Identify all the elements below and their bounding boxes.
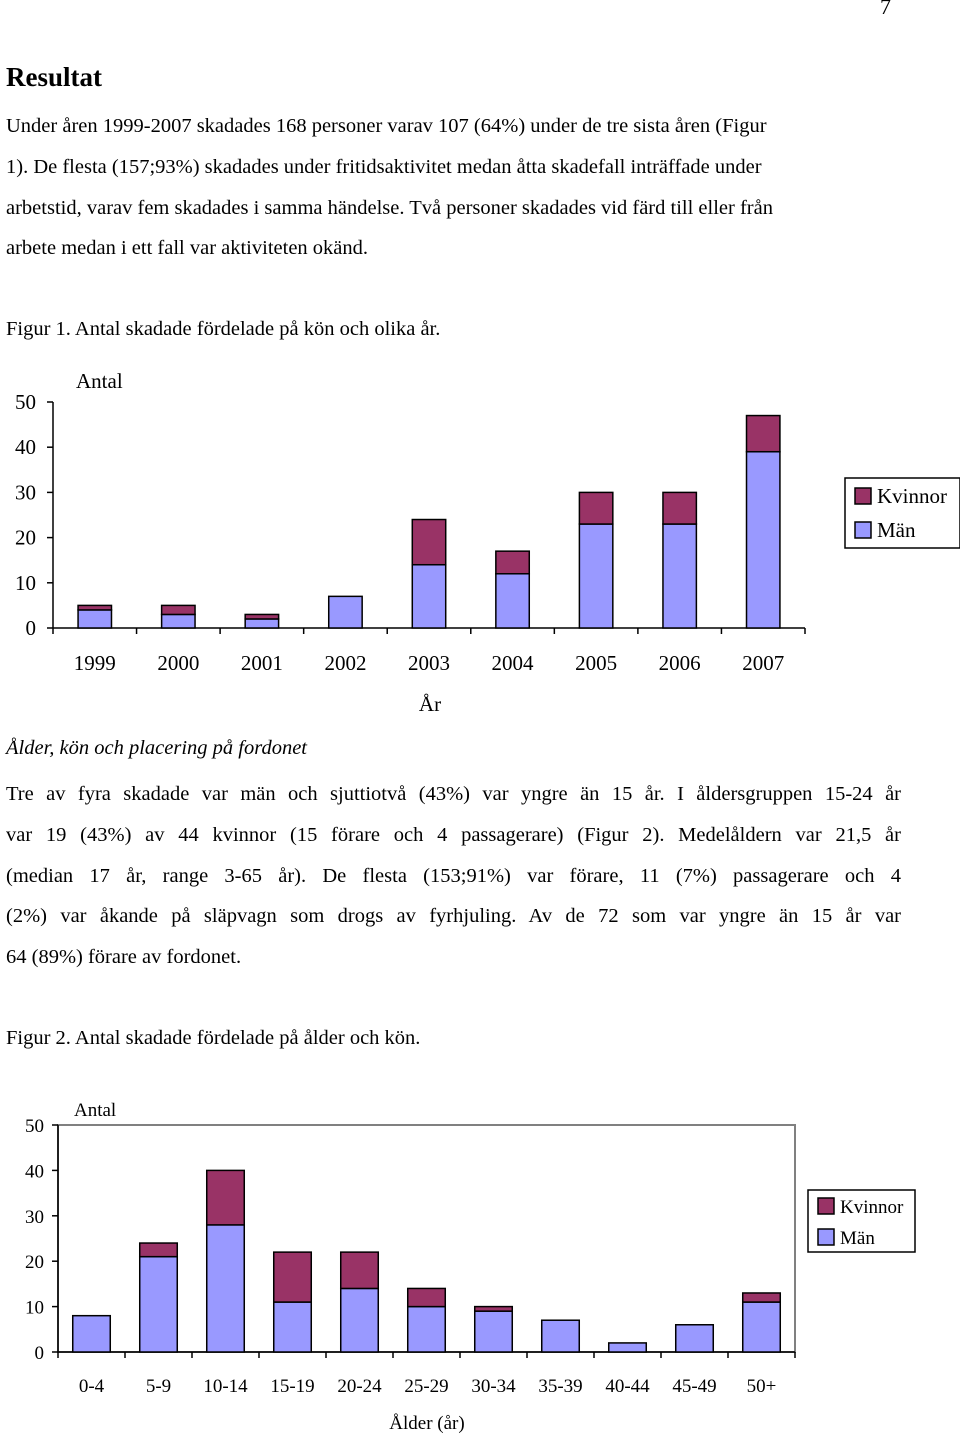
bar-kvinnor — [160, 604, 196, 616]
bar-man — [411, 563, 447, 629]
bar-kvinnor — [473, 1305, 514, 1312]
legend-label: Män — [877, 518, 916, 542]
x-tick-label: 35-39 — [538, 1376, 582, 1397]
bar-man — [205, 1224, 246, 1353]
y-tick-label: 30 — [15, 480, 36, 504]
bar-man — [71, 1314, 112, 1353]
figure2-caption: Figur 2. Antal skadade fördelade på ålde… — [6, 1027, 421, 1049]
legend-swatch-kvinnor — [817, 1197, 835, 1215]
bar-kvinnor — [244, 613, 280, 620]
x-tick-label: 2005 — [575, 651, 617, 675]
text-line: 64 (89%) förare av fordonet. — [6, 946, 242, 969]
text-line: Tre av fyra skadade var män och sjuttiot… — [6, 783, 901, 805]
x-tick-label: 2003 — [408, 651, 450, 675]
bar-man — [244, 618, 280, 629]
y-tick-label: 30 — [25, 1207, 44, 1228]
bar-kvinnor — [339, 1251, 380, 1290]
text-line: (2%) var åkande på släpvagn som drogs av… — [6, 905, 901, 928]
x-tick-label: 5-9 — [146, 1376, 171, 1397]
bar-man — [607, 1342, 648, 1353]
x-tick-label: 25-29 — [404, 1376, 448, 1397]
bar-man — [674, 1324, 715, 1353]
y-axis-label: Antal — [76, 369, 123, 393]
bar-kvinnor — [662, 491, 698, 525]
x-tick-label: 10-14 — [203, 1376, 248, 1397]
bar-kvinnor — [741, 1292, 782, 1303]
figure2-chart: 0 10 20 30 40 50 0-4 5-9 10-14 15-19 20-24 25-29 30-… — [25, 1100, 916, 1434]
x-axis-label: Ålder (år) — [389, 1413, 464, 1434]
text-line: arbetstid, varav fem skadades i samma hä… — [6, 196, 773, 219]
bar-kvinnor — [578, 491, 614, 525]
legend-label: Män — [840, 1228, 875, 1249]
page-number: 7 — [880, 0, 891, 19]
x-tick-label: 30-34 — [471, 1376, 516, 1397]
bar-kvinnor — [77, 604, 113, 611]
text-line: var 19 (43%) av 44 kvinnor (15 förare oc… — [6, 823, 901, 846]
legend-swatch-kvinnor — [854, 487, 872, 505]
y-axis-label: Antal — [74, 1100, 116, 1121]
legend-label: Kvinnor — [877, 484, 947, 508]
section-heading: Resultat — [6, 62, 102, 92]
y-tick-label: 40 — [25, 1161, 44, 1182]
bar-man — [741, 1301, 782, 1353]
bar-man — [540, 1319, 581, 1353]
legend-label: Kvinnor — [840, 1197, 904, 1218]
text-line: (median 17 år, range 3-65 år). De flesta… — [6, 864, 901, 887]
x-tick-label: 20-24 — [337, 1376, 382, 1397]
bar-kvinnor — [406, 1287, 447, 1308]
bar-man — [339, 1287, 380, 1353]
bar-kvinnor — [745, 414, 781, 453]
bar-man — [495, 573, 531, 629]
bar-man — [473, 1310, 514, 1353]
y-tick-label: 0 — [26, 616, 37, 640]
figure1-chart: 0 10 20 30 40 50 1999 2000 2001 2002 2003 2004 2005 2… — [15, 369, 960, 716]
y-tick-label: 20 — [25, 1252, 44, 1273]
bar-kvinnor — [205, 1169, 246, 1226]
x-tick-label: 2004 — [492, 651, 535, 675]
x-tick-label: 2006 — [659, 651, 701, 675]
y-tick-label: 20 — [15, 526, 36, 550]
figure1-caption: Figur 1. Antal skadade fördelade på kön … — [6, 318, 441, 340]
bar-kvinnor — [411, 518, 447, 566]
x-tick-label: 45-49 — [672, 1376, 716, 1397]
bar-kvinnor — [138, 1242, 179, 1258]
bar-kvinnor — [272, 1251, 313, 1303]
x-tick-label: 1999 — [74, 651, 116, 675]
x-tick-label: 50+ — [747, 1376, 777, 1397]
bar-man — [578, 523, 614, 629]
x-tick-label: 2007 — [742, 651, 784, 675]
bar-man — [662, 523, 698, 629]
legend-swatch-man — [854, 521, 872, 539]
bar-man — [327, 595, 363, 629]
bar-man — [272, 1301, 313, 1353]
legend-swatch-man — [817, 1228, 835, 1246]
y-tick-label: 10 — [15, 571, 36, 595]
bar-man — [138, 1255, 179, 1353]
x-tick-label: 2002 — [324, 651, 366, 675]
subheading: Ålder, kön och placering på fordonet — [6, 737, 307, 759]
text-line: 1). De flesta (157;93%) skadades under f… — [6, 155, 762, 178]
bar-kvinnor — [495, 550, 531, 575]
y-tick-label: 50 — [15, 390, 36, 414]
paragraph-age: Tre av fyra skadade var män och sjuttiot… — [6, 774, 901, 978]
paragraph-results: Under åren 1999-2007 skadades 168 person… — [6, 106, 901, 269]
x-tick-label: 15-19 — [270, 1376, 314, 1397]
y-tick-label: 10 — [25, 1298, 44, 1319]
x-tick-label: 40-44 — [605, 1376, 650, 1397]
bar-man — [77, 609, 113, 629]
x-tick-label: 2000 — [157, 651, 199, 675]
text-line: Under åren 1999-2007 skadades 168 person… — [6, 115, 767, 137]
bar-man — [406, 1305, 447, 1353]
bar-man — [160, 613, 196, 629]
x-tick-label: 2001 — [241, 651, 283, 675]
bar-man — [745, 450, 781, 629]
y-tick-label: 50 — [25, 1116, 44, 1137]
x-tick-label: 0-4 — [79, 1376, 105, 1397]
y-tick-label: 40 — [15, 435, 36, 459]
y-tick-label: 0 — [35, 1343, 45, 1364]
text-line: arbete medan i ett fall var aktiviteten … — [6, 237, 369, 260]
x-axis-label: År — [419, 692, 441, 716]
